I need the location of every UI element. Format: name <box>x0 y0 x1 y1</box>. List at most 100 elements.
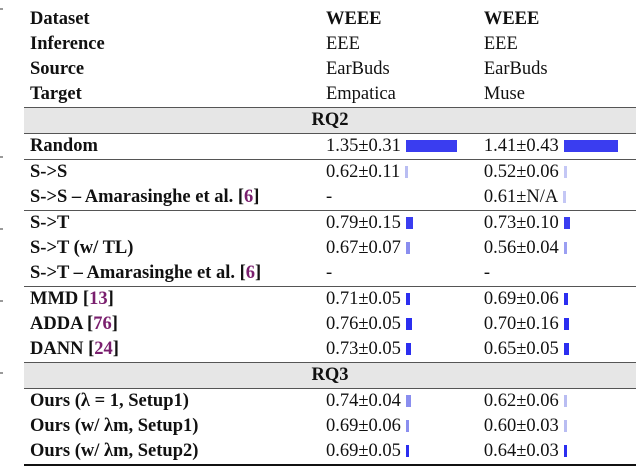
section-label: RQ2 <box>24 107 636 134</box>
value-text: 0.70±0.16 <box>483 314 559 334</box>
value-bar <box>563 217 570 229</box>
method-name: ADDA [76] <box>24 312 320 337</box>
table-row: Ours (w/ λm, Setup1) 0.69±0.06 0.60±0.03 <box>24 414 636 439</box>
value-text: 0.60±0.03 <box>483 416 559 436</box>
citation-link[interactable]: 6 <box>245 263 256 283</box>
value-bar <box>405 445 409 457</box>
value-cell: 0.69±0.06 <box>477 286 636 312</box>
value-cell: 0.73±0.10 <box>477 210 636 236</box>
row-label: Inference <box>30 34 105 54</box>
value-cell: 0.60±0.03 <box>478 414 636 439</box>
row-label: Dataset <box>30 9 90 29</box>
value-bar <box>405 395 411 407</box>
header-cell: EEE <box>483 34 518 54</box>
value-bar <box>563 166 567 178</box>
citation-bracket: ] <box>112 339 119 359</box>
edge-tick <box>0 156 3 158</box>
value-cell: 0.62±0.06 <box>477 388 636 414</box>
value-text: 0.52±0.06 <box>483 162 559 182</box>
section-header-rq2: RQ2 <box>24 107 636 134</box>
method-name: S->T – Amarasinghe et al. [6] <box>24 261 320 287</box>
value-text: 0.74±0.04 <box>325 391 401 411</box>
value-cell: - <box>320 261 478 287</box>
table-row: S->S 0.62±0.11 0.52±0.06 <box>24 159 636 185</box>
value-text: 1.35±0.31 <box>325 136 401 156</box>
row-label: Target <box>30 84 82 104</box>
value-text: 0.71±0.05 <box>325 289 401 309</box>
value-bar <box>405 242 410 254</box>
method-name: Ours (λ = 1, Setup1) <box>24 388 320 414</box>
results-table: Dataset WEEE WEEE Inference EEE EEE Sour… <box>24 7 636 466</box>
method-label: S->T (w/ TL) <box>30 238 134 258</box>
value-cell: 0.65±0.05 <box>478 337 636 363</box>
method-name: S->T (w/ TL) <box>24 236 320 261</box>
section-header-rq3: RQ3 <box>24 362 636 389</box>
method-label: MMD [ <box>30 289 90 309</box>
method-label: Ours (w/ λm, Setup1) <box>30 416 199 436</box>
value-bar <box>563 343 569 355</box>
value-cell: 1.41±0.43 <box>477 133 636 160</box>
method-name: DANN [24] <box>24 337 320 363</box>
table-row: DANN [24] 0.73±0.05 0.65±0.05 <box>24 337 636 363</box>
value-text: 0.67±0.07 <box>325 238 401 258</box>
citation-bracket: ] <box>107 289 114 309</box>
value-text: 0.69±0.05 <box>325 441 401 461</box>
table-row: Ours (λ = 1, Setup1) 0.74±0.04 0.62±0.06 <box>24 388 636 414</box>
edge-tick <box>0 8 3 10</box>
citation-link[interactable]: 24 <box>94 339 113 359</box>
value-text: 0.62±0.11 <box>325 162 401 182</box>
value-cell: - <box>478 261 636 287</box>
value-bar <box>405 293 410 305</box>
table-row: S->T (w/ TL) 0.67±0.07 0.56±0.04 <box>24 236 636 261</box>
value-cell: 0.64±0.03 <box>477 439 636 466</box>
value-text: 0.61±N/A <box>483 187 559 207</box>
header-cell: Empatica <box>325 84 396 104</box>
table-row: S->T 0.79±0.15 0.73±0.10 <box>24 210 636 236</box>
header-cell: WEEE <box>325 9 382 29</box>
citation-bracket: ] <box>253 187 260 207</box>
value-bar <box>405 140 457 152</box>
table-row: ADDA [76] 0.76±0.05 0.70±0.16 <box>24 312 636 337</box>
value-text: 0.56±0.04 <box>483 238 559 258</box>
citation-link[interactable]: 6 <box>244 187 254 207</box>
value-bar <box>563 293 568 305</box>
method-label: S->S <box>30 162 68 182</box>
value-cell: 0.74±0.04 <box>319 388 478 414</box>
value-bar <box>563 445 567 457</box>
method-label: Ours (w/ λm, Setup2) <box>30 441 199 461</box>
citation-bracket: ] <box>111 314 118 334</box>
value-cell: 0.79±0.15 <box>319 210 478 236</box>
method-name: MMD [13] <box>24 286 320 312</box>
value-text: - <box>325 187 333 207</box>
value-cell: 0.56±0.04 <box>478 236 636 261</box>
header-row-dataset: Dataset WEEE WEEE <box>24 7 636 32</box>
header-row-target: Target Empatica Muse <box>24 82 636 108</box>
value-bar <box>405 166 409 178</box>
value-text: 0.62±0.06 <box>483 391 559 411</box>
value-text: 0.69±0.06 <box>325 416 401 436</box>
value-cell: 0.73±0.05 <box>320 337 478 363</box>
table-row: Ours (w/ λm, Setup2) 0.69±0.05 0.64±0.03 <box>24 439 636 466</box>
value-cell: 0.67±0.07 <box>320 236 478 261</box>
value-bar <box>405 420 409 432</box>
edge-tick <box>0 228 3 230</box>
method-label: ADDA [ <box>30 314 94 334</box>
table-row: Random 1.35±0.31 1.41±0.43 <box>24 133 636 160</box>
section-label: RQ3 <box>24 362 636 389</box>
header-cell: WEEE <box>483 9 540 29</box>
value-cell: - <box>320 185 478 211</box>
edge-tick <box>0 300 3 302</box>
citation-link[interactable]: 13 <box>89 289 108 309</box>
value-cell: 0.76±0.05 <box>320 312 478 337</box>
value-bar <box>563 318 569 330</box>
value-text: 1.41±0.43 <box>483 136 559 156</box>
method-name: S->S – Amarasinghe et al. [6] <box>24 185 320 211</box>
header-cell: EarBuds <box>325 59 390 79</box>
method-name: Ours (w/ λm, Setup1) <box>24 414 320 439</box>
citation-link[interactable]: 76 <box>93 314 112 334</box>
value-cell: 0.61±N/A <box>478 185 636 211</box>
edge-tick <box>0 372 3 374</box>
value-bar <box>563 242 567 254</box>
value-text: 0.69±0.06 <box>483 289 559 309</box>
value-cell: 0.71±0.05 <box>319 286 478 312</box>
